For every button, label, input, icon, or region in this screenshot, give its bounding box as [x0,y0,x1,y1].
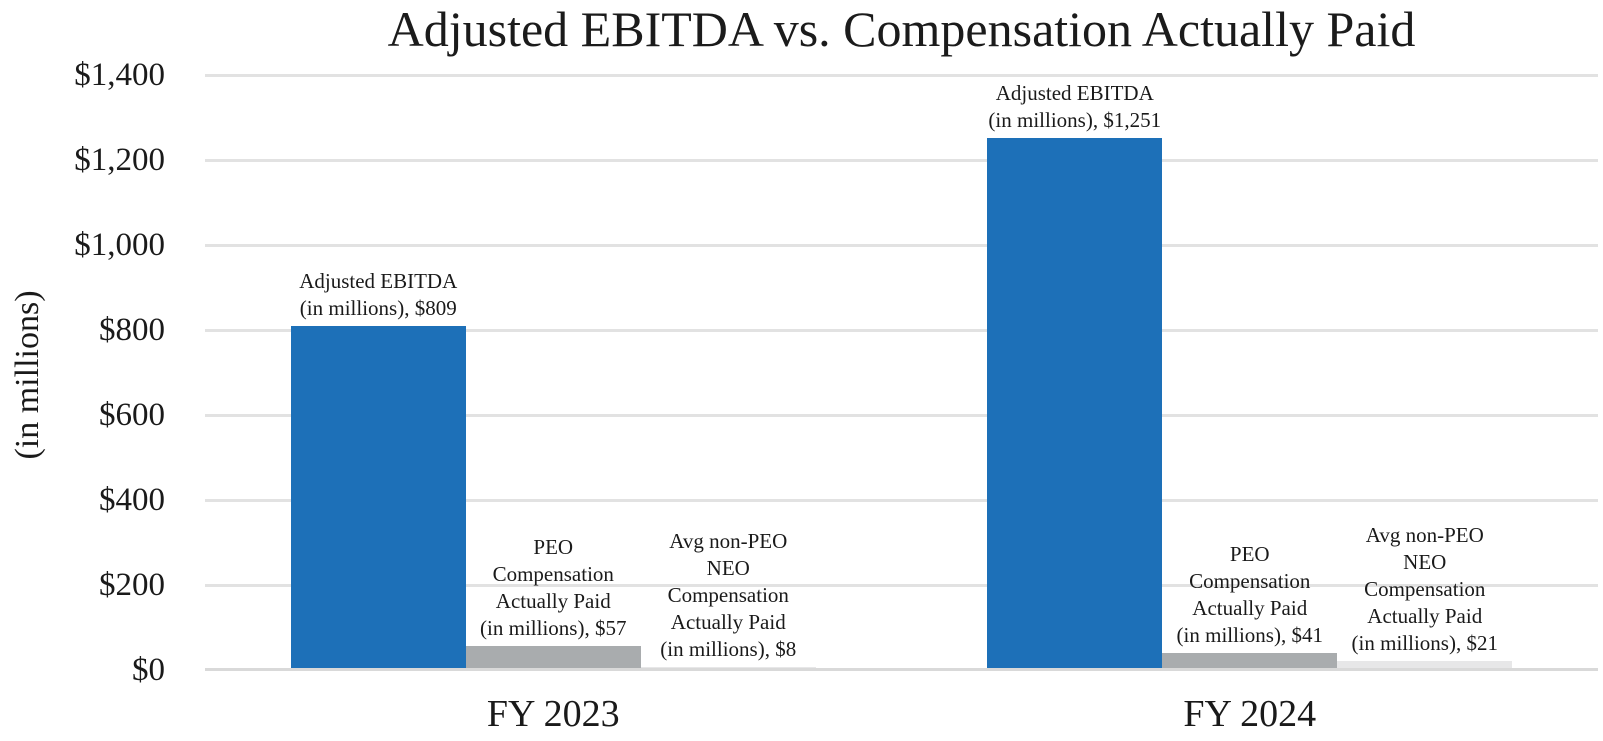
y-tick-label: $800 [99,312,165,348]
data-label-line: Compensation [492,561,614,586]
chart-title: Adjusted EBITDA vs. Compensation Actuall… [387,1,1416,57]
y-tick-label: $600 [99,397,165,433]
data-label-line: NEO [706,555,750,580]
data-label-line: (in millions), $41 [1176,622,1323,647]
bar-adjusted-ebitda-fy-2023 [290,326,466,670]
data-label-line: Compensation [1189,568,1311,593]
x-axis-label-fy-2023: FY 2023 [486,693,620,735]
data-label-line: Actually Paid [495,588,611,613]
y-tick-label: $1,400 [74,57,165,93]
data-label-line: Avg non-PEO [1365,523,1484,548]
gridline [205,413,1598,417]
data-label-fy-2023-avg-non-peo-neo-compensation-actually-paid: Avg non-PEO NEO Compensation Actually Paid(… [568,528,888,663]
x-axis-line [205,668,1598,671]
data-label-line: (in millions), $1,251 [988,108,1162,133]
bar-avg-non-peo-neo-compensation-actually-paid-fy-2024 [1337,661,1513,670]
data-label-line: Actually Paid [1367,604,1483,629]
y-tick-label: $200 [99,567,165,603]
gridline [205,73,1598,77]
gridline [205,158,1598,162]
data-label-line: (in millions), $809 [299,296,457,321]
data-label-line: NEO [1403,550,1447,575]
gridline [205,583,1598,587]
data-label-fy-2024-avg-non-peo-neo-compensation-actually-paid: Avg non-PEO NEO Compensation Actually Paid(… [1265,522,1585,657]
bar-peo-compensation-actually-paid-fy-2023 [465,645,641,670]
data-label-fy-2024-peo-compensation-actually-paid: PEO Compensation Actually Paid (in millions… [1090,541,1410,649]
data-label-line: PEO [533,534,574,559]
x-axis-label-fy-2024: FY 2024 [1183,693,1317,735]
data-label-line: Avg non-PEO [669,528,788,553]
data-label-line: PEO [1229,541,1270,566]
data-label-fy-2023-adjusted-ebitda: Adjusted EBITDA (in millions), $809 [218,268,538,322]
y-tick-label: $1,000 [74,227,165,263]
plot-area: Adjusted EBITDA (in millions), $809 PEO Com… [205,73,1598,671]
data-label-line: Compensation [667,582,789,607]
data-label-line: (in millions), $8 [660,636,797,661]
data-label-line: Actually Paid [670,609,786,634]
y-tick-label: $1,200 [74,142,165,178]
data-label-line: Adjusted EBITDA [299,269,458,294]
bar-peo-compensation-actually-paid-fy-2024 [1162,652,1338,670]
data-label-line: Adjusted EBITDA [995,81,1154,106]
data-label-line: Actually Paid [1192,595,1308,620]
data-label-line: (in millions), $57 [480,615,627,640]
gridline [205,243,1598,247]
data-label-line: (in millions), $21 [1351,631,1498,656]
y-tick-label: $0 [132,652,165,688]
gridline [205,328,1598,332]
data-label-line: Compensation [1364,577,1486,602]
y-tick-label: $400 [99,482,165,518]
bar-adjusted-ebitda-fy-2024 [987,138,1163,670]
gridline [205,498,1598,502]
data-label-fy-2024-adjusted-ebitda: Adjusted EBITDA (in millions), $1,251 [915,80,1235,134]
data-label-fy-2023-peo-compensation-actually-paid: PEO Compensation Actually Paid (in millions… [393,534,713,642]
